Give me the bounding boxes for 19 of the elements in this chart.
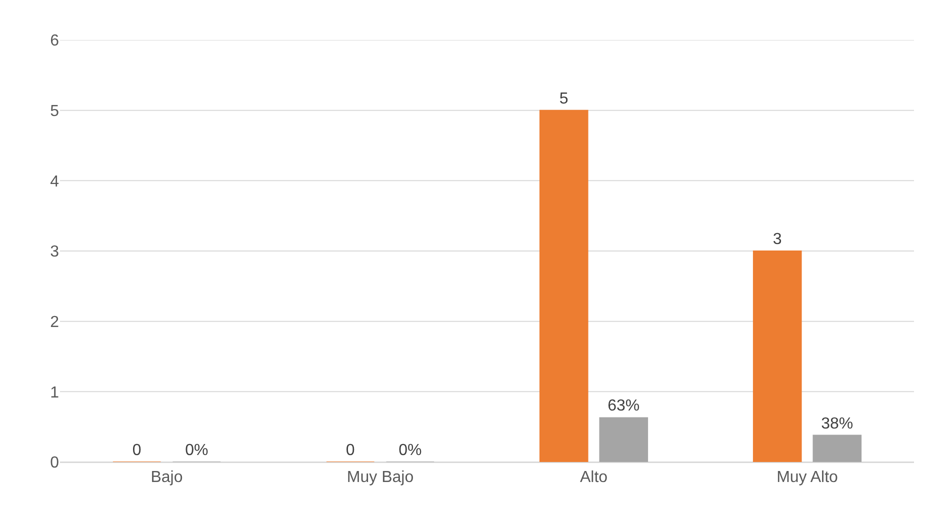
y-tick-label: 3 (50, 244, 60, 261)
y-tick-label: 6 (50, 32, 60, 50)
y-tick-label: 1 (50, 384, 60, 402)
data-label: 38% (821, 415, 854, 432)
data-label: 5 (559, 90, 568, 108)
y-tick-label: 2 (50, 314, 60, 331)
data-label: 3 (772, 231, 782, 248)
x-tick-label: Muy Bajo (346, 469, 414, 486)
x-tick-label: Bajo (150, 469, 183, 486)
data-label: 63% (608, 398, 640, 415)
y-tick-label: 0 (50, 454, 60, 472)
x-tick-label: Muy Alto (776, 469, 838, 486)
data-label: 0 (132, 442, 142, 459)
y-tick-label: 5 (50, 102, 60, 120)
data-label: 0% (398, 442, 422, 459)
data-label: 0 (346, 442, 355, 459)
x-tick-label: Alto (580, 469, 608, 486)
data-label: 0% (185, 442, 208, 459)
y-tick-label: 4 (50, 173, 60, 190)
